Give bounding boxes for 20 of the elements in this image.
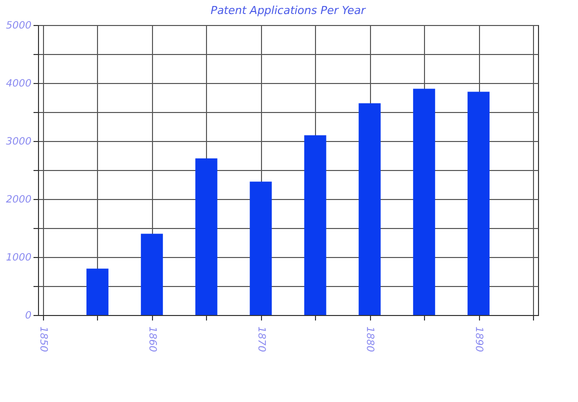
y-tick-label: 2000: [6, 194, 32, 206]
y-tick-label: 5000: [6, 20, 32, 32]
bar: [195, 158, 218, 315]
bar: [250, 182, 272, 315]
chart-title: Patent Applications Per Year: [210, 4, 367, 17]
x-tick-label: 1890: [473, 326, 484, 352]
bar: [468, 92, 490, 315]
x-tick-label: 1850: [38, 326, 48, 352]
x-tick-label: 1860: [146, 326, 158, 352]
bar: [413, 88, 436, 315]
y-tick-label: 0: [25, 310, 32, 322]
bar: [140, 234, 163, 315]
y-tick-label: 3000: [6, 136, 32, 148]
x-tick-label: 1880: [364, 326, 376, 352]
bar: [358, 103, 381, 315]
y-tick-label: 1000: [6, 252, 32, 264]
bar: [304, 135, 326, 315]
y-tick-label: 4000: [6, 78, 32, 90]
bar: [86, 268, 108, 315]
x-tick-label: 1870: [255, 326, 266, 352]
